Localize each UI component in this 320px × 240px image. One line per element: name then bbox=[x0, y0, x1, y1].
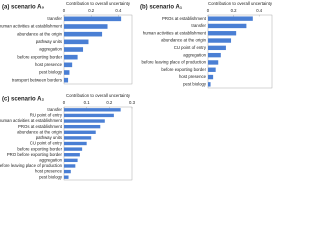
category-label: pest biology bbox=[183, 81, 207, 86]
x-tick-label: 0.2 bbox=[106, 100, 113, 105]
x-tick-label: 0.4 bbox=[256, 8, 263, 13]
bar bbox=[208, 23, 247, 29]
category-label: human activities at establishment bbox=[0, 118, 63, 123]
bar bbox=[64, 47, 84, 52]
axis-label: Contribution to overall uncertainty bbox=[66, 1, 131, 6]
bar bbox=[64, 108, 121, 112]
bar bbox=[64, 77, 69, 83]
bar bbox=[64, 158, 78, 163]
category-label: CU point of entry bbox=[30, 141, 63, 146]
bar bbox=[64, 136, 92, 140]
category-label: abundance at the origin bbox=[17, 31, 63, 36]
x-tick-label: 0 bbox=[63, 8, 66, 13]
category-label: abundance at the origin bbox=[17, 129, 63, 134]
category-label: transport between borders bbox=[12, 77, 62, 82]
category-label: transfer bbox=[191, 23, 206, 28]
bar bbox=[64, 119, 105, 123]
bar bbox=[208, 82, 211, 87]
category-label: PROs at establishment bbox=[18, 124, 63, 129]
category-label: pest biology bbox=[39, 174, 63, 179]
bar bbox=[64, 31, 103, 37]
category-label: transfer bbox=[47, 107, 62, 112]
category-label: before exporting border bbox=[161, 67, 206, 72]
category-label: pest biology bbox=[39, 70, 63, 75]
category-label: PRO before exporting border bbox=[7, 152, 63, 157]
x-tick-label: 0.1 bbox=[84, 100, 91, 105]
bar bbox=[208, 52, 221, 58]
panel-title: (b) scenario A₁ bbox=[140, 5, 183, 11]
bar bbox=[64, 39, 89, 45]
bar bbox=[208, 16, 253, 21]
x-tick-label: 0.3 bbox=[129, 100, 136, 105]
x-tick-label: 0 bbox=[63, 100, 66, 105]
figure: (a) scenario A₀ Contribution to overall u… bbox=[0, 1, 273, 181]
category-label: host presence bbox=[179, 74, 207, 79]
bar bbox=[208, 38, 232, 43]
bar bbox=[64, 16, 122, 22]
category-label: aggregation bbox=[39, 47, 62, 52]
bar bbox=[64, 164, 76, 168]
category-label: human activities at establishment bbox=[143, 30, 207, 35]
axis-label: Contribution to overall uncertainty bbox=[208, 1, 273, 6]
category-label: before exporting border bbox=[17, 54, 62, 59]
x-tick-label: 0.4 bbox=[115, 8, 122, 13]
category-label: human activities at establishment bbox=[0, 24, 63, 29]
bar bbox=[64, 70, 70, 75]
bar bbox=[64, 141, 87, 146]
category-label: before leaving place of production bbox=[0, 163, 63, 168]
category-label: pathway units bbox=[36, 135, 62, 140]
bar bbox=[64, 175, 69, 179]
category-label: RU point of entry bbox=[30, 113, 63, 118]
plot-frame bbox=[207, 14, 273, 89]
bar bbox=[64, 169, 71, 174]
category-label: transfer bbox=[47, 16, 62, 21]
bar bbox=[64, 54, 78, 60]
category-label: CU point of entry bbox=[174, 45, 207, 50]
axis-label: Contribution to overall uncertainty bbox=[66, 93, 131, 98]
panel-title: (c) scenario A₂ bbox=[2, 97, 44, 103]
bar bbox=[64, 153, 80, 157]
bar bbox=[64, 147, 83, 151]
category-label: before leaving place of production bbox=[142, 60, 207, 65]
bar bbox=[208, 31, 237, 36]
bar bbox=[64, 24, 108, 29]
category-label: host presence bbox=[35, 62, 63, 67]
category-label: aggregation bbox=[183, 52, 206, 57]
bar bbox=[208, 45, 226, 51]
bar bbox=[64, 62, 73, 68]
bar bbox=[208, 74, 214, 80]
category-label: PROs at establishment bbox=[162, 16, 207, 21]
bar bbox=[64, 113, 114, 118]
x-tick-label: 0 bbox=[207, 8, 210, 13]
bar bbox=[64, 124, 101, 129]
category-label: abundance at the origin bbox=[161, 38, 207, 43]
x-tick-label: 0.2 bbox=[231, 8, 238, 13]
x-tick-label: 0.2 bbox=[88, 8, 95, 13]
category-label: before exporting border bbox=[17, 146, 62, 151]
category-label: host presence bbox=[35, 169, 63, 174]
category-label: aggregation bbox=[39, 157, 62, 162]
bar bbox=[208, 67, 216, 72]
category-label: pathway units bbox=[36, 39, 62, 44]
bar bbox=[208, 60, 219, 65]
panel-title: (a) scenario A₀ bbox=[2, 5, 44, 11]
bar bbox=[64, 130, 96, 134]
